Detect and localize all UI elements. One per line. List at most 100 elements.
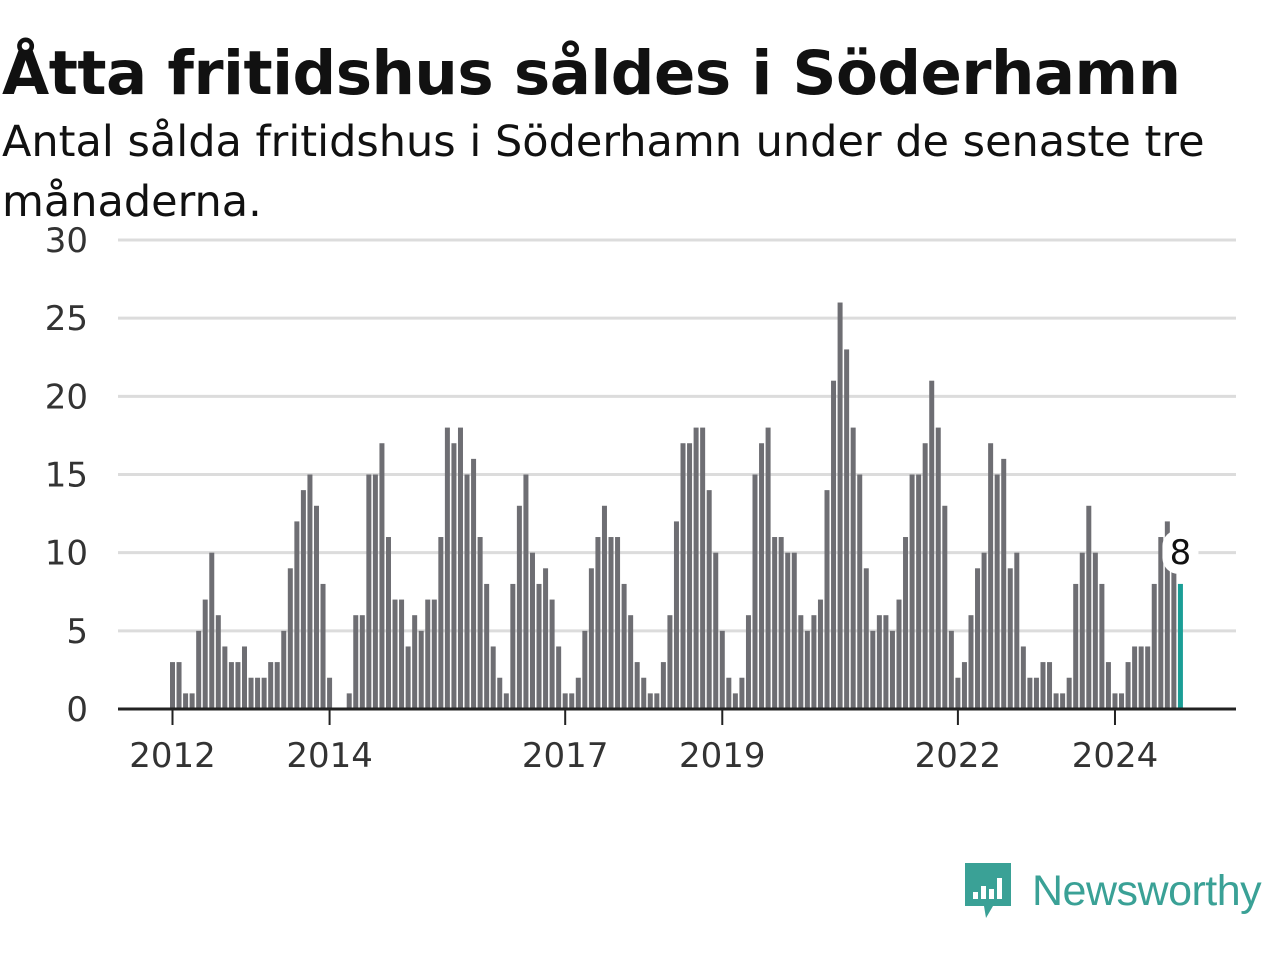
bar <box>320 583 326 709</box>
bar <box>680 443 686 709</box>
bar <box>647 693 653 709</box>
bar <box>981 552 987 709</box>
x-axis: 2012 2014 2017 2019 2022 2024 <box>129 709 1158 776</box>
bar <box>988 443 994 709</box>
chart-title: Åtta fritidshus såldes i Söderhamn <box>2 38 1181 109</box>
highlight-value-label: 8 <box>1170 533 1192 573</box>
x-tick-label: 2024 <box>1072 736 1159 776</box>
bar <box>732 693 738 709</box>
bar <box>601 505 607 709</box>
bar <box>444 427 450 709</box>
bar <box>385 537 391 709</box>
bar <box>883 615 889 709</box>
bar <box>975 568 981 709</box>
bar <box>1112 693 1118 709</box>
bar <box>759 443 765 709</box>
callout-background <box>1162 529 1199 574</box>
bar <box>713 552 719 709</box>
bar <box>1099 583 1105 709</box>
bar <box>261 677 267 709</box>
bar <box>942 505 948 709</box>
x-tick-label: 2017 <box>522 736 609 776</box>
bar <box>536 583 542 709</box>
bar <box>529 552 535 709</box>
bar <box>1007 568 1013 709</box>
bar <box>772 537 778 709</box>
bar <box>379 443 385 709</box>
bar <box>804 630 810 709</box>
bar <box>457 427 463 709</box>
bar <box>660 662 666 709</box>
bar <box>549 599 555 709</box>
bar <box>1027 677 1033 709</box>
bar <box>228 662 234 709</box>
bar <box>1086 505 1092 709</box>
y-tick-label: 15 <box>45 456 88 496</box>
bar <box>1020 646 1026 709</box>
x-tick-label: 2022 <box>915 736 1002 776</box>
bar <box>916 474 922 709</box>
bar <box>961 662 967 709</box>
bar <box>300 490 306 709</box>
bar <box>615 537 621 709</box>
bar <box>837 302 843 709</box>
bar <box>170 662 175 709</box>
bar <box>490 646 496 709</box>
bar <box>1158 537 1164 709</box>
bar <box>811 615 817 709</box>
bar <box>1119 693 1125 709</box>
bar <box>1053 693 1059 709</box>
brand-name: Newsworthy <box>1032 866 1262 915</box>
bar <box>543 568 549 709</box>
bar <box>706 490 712 709</box>
bar <box>575 677 581 709</box>
bar <box>687 443 693 709</box>
bar <box>1033 677 1039 709</box>
bar <box>1132 646 1138 709</box>
bar <box>785 552 791 709</box>
bar <box>412 615 418 709</box>
y-tick-label: 5 <box>66 612 88 652</box>
bar <box>641 677 647 709</box>
bar <box>850 427 856 709</box>
chart-subtitle: Antal sålda fritidshus i Söderhamn under… <box>2 117 1205 227</box>
bar <box>628 615 634 709</box>
highlighted-bar <box>1177 583 1183 709</box>
bar <box>955 677 961 709</box>
bar <box>556 646 562 709</box>
bar <box>1105 662 1111 709</box>
bar <box>608 537 614 709</box>
y-tick-label: 0 <box>66 690 88 730</box>
bar <box>726 677 732 709</box>
x-tick-label: 2019 <box>679 736 766 776</box>
bar <box>366 474 372 709</box>
bar <box>431 599 437 709</box>
bar <box>497 677 503 709</box>
bar <box>268 662 274 709</box>
bar <box>287 568 293 709</box>
bar <box>870 630 876 709</box>
bar <box>948 630 954 709</box>
bar <box>202 599 208 709</box>
bar <box>634 662 640 709</box>
bar <box>464 474 470 709</box>
bar <box>621 583 627 709</box>
y-tick-label: 20 <box>45 377 88 417</box>
bar <box>189 693 195 709</box>
newsworthy-logo-icon <box>965 863 1011 918</box>
bar <box>1066 677 1072 709</box>
y-tick-label: 25 <box>45 299 88 339</box>
bar <box>471 458 477 709</box>
x-tick-label: 2012 <box>129 736 216 776</box>
bar <box>359 615 365 709</box>
bar <box>994 474 1000 709</box>
bar <box>425 599 431 709</box>
bar <box>477 537 483 709</box>
bar <box>562 693 568 709</box>
bar <box>209 552 215 709</box>
bar <box>235 662 241 709</box>
bar <box>588 568 594 709</box>
bar <box>510 583 516 709</box>
bar <box>798 615 804 709</box>
